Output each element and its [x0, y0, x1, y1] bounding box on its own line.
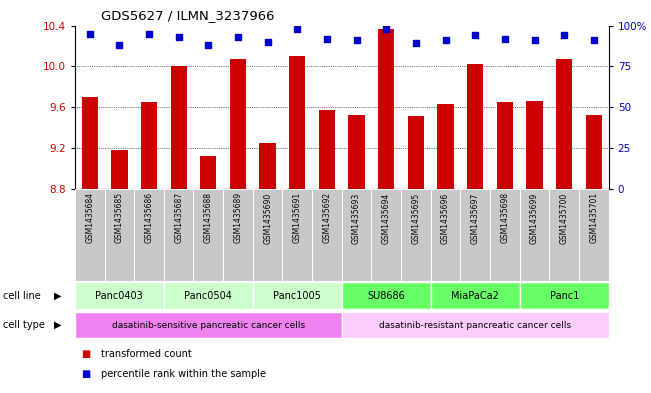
Bar [75, 189, 105, 281]
Text: GSM1435685: GSM1435685 [115, 192, 124, 243]
Text: GSM1435700: GSM1435700 [560, 192, 569, 244]
Bar [141, 102, 157, 189]
Bar [223, 189, 253, 281]
Bar [75, 283, 164, 309]
Point [114, 42, 124, 48]
Text: GSM1435689: GSM1435689 [234, 192, 242, 243]
Text: GSM1435688: GSM1435688 [204, 192, 213, 243]
Text: Panc1005: Panc1005 [273, 291, 321, 301]
Text: ■: ■ [81, 349, 90, 358]
Text: Panc0403: Panc0403 [96, 291, 143, 301]
Bar [171, 66, 187, 189]
Text: GSM1435692: GSM1435692 [322, 192, 331, 243]
Text: GSM1435691: GSM1435691 [293, 192, 302, 243]
Bar [342, 189, 372, 281]
Bar [134, 189, 164, 281]
Point [589, 37, 599, 43]
Text: GSM1435687: GSM1435687 [174, 192, 183, 243]
Bar [437, 104, 454, 189]
Bar [319, 110, 335, 189]
Text: Panc0504: Panc0504 [184, 291, 232, 301]
Point [292, 26, 303, 32]
Text: cell line: cell line [3, 291, 41, 301]
Bar [164, 283, 253, 309]
Bar [497, 102, 513, 189]
Bar [579, 189, 609, 281]
Point [85, 31, 95, 37]
Bar [342, 283, 431, 309]
Text: GSM1435693: GSM1435693 [352, 192, 361, 244]
Point [470, 32, 480, 39]
Text: GSM1435695: GSM1435695 [411, 192, 421, 244]
Bar [81, 97, 98, 189]
Point [440, 37, 450, 43]
Point [381, 26, 391, 32]
Bar [342, 312, 609, 338]
Point [203, 42, 214, 48]
Point [262, 39, 273, 45]
Bar [312, 189, 342, 281]
Point [352, 37, 362, 43]
Text: GSM1435701: GSM1435701 [589, 192, 598, 243]
Text: GDS5627 / ILMN_3237966: GDS5627 / ILMN_3237966 [101, 9, 275, 22]
Bar [586, 115, 602, 189]
Bar [408, 116, 424, 189]
Text: Panc1: Panc1 [549, 291, 579, 301]
Bar [519, 189, 549, 281]
Bar [200, 156, 217, 189]
Bar [253, 189, 283, 281]
Text: ▶: ▶ [54, 291, 62, 301]
Bar [289, 56, 305, 189]
Bar [105, 189, 134, 281]
Bar [378, 29, 395, 189]
Point [411, 40, 421, 47]
Bar [556, 59, 572, 189]
Text: GSM1435684: GSM1435684 [85, 192, 94, 243]
Bar [283, 189, 312, 281]
Point [529, 37, 540, 43]
Text: dasatinib-sensitive pancreatic cancer cells: dasatinib-sensitive pancreatic cancer ce… [112, 321, 305, 330]
Bar [253, 283, 342, 309]
Bar [372, 189, 401, 281]
Point [500, 35, 510, 42]
Text: GSM1435690: GSM1435690 [263, 192, 272, 244]
Point [233, 34, 243, 40]
Bar [467, 64, 484, 189]
Text: GSM1435697: GSM1435697 [471, 192, 480, 244]
Text: GSM1435699: GSM1435699 [530, 192, 539, 244]
Text: GSM1435686: GSM1435686 [145, 192, 154, 243]
Bar [460, 189, 490, 281]
Text: GSM1435696: GSM1435696 [441, 192, 450, 244]
Bar [111, 150, 128, 189]
Bar [75, 312, 342, 338]
Bar [401, 189, 431, 281]
Bar [260, 143, 276, 189]
Text: GSM1435694: GSM1435694 [381, 192, 391, 244]
Point [559, 32, 570, 39]
Point [322, 35, 332, 42]
Text: cell type: cell type [3, 320, 45, 330]
Bar [527, 101, 543, 189]
Text: GSM1435698: GSM1435698 [501, 192, 509, 243]
Text: ▶: ▶ [54, 320, 62, 330]
Point [173, 34, 184, 40]
Text: transformed count: transformed count [101, 349, 191, 358]
Bar [193, 189, 223, 281]
Bar [519, 283, 609, 309]
Text: MiaPaCa2: MiaPaCa2 [451, 291, 499, 301]
Bar [431, 283, 519, 309]
Text: percentile rank within the sample: percentile rank within the sample [101, 369, 266, 379]
Text: ■: ■ [81, 369, 90, 379]
Text: dasatinib-resistant pancreatic cancer cells: dasatinib-resistant pancreatic cancer ce… [379, 321, 572, 330]
Bar [549, 189, 579, 281]
Bar [230, 59, 246, 189]
Text: SU8686: SU8686 [367, 291, 405, 301]
Bar [431, 189, 460, 281]
Bar [164, 189, 193, 281]
Bar [490, 189, 519, 281]
Point [144, 31, 154, 37]
Bar [348, 115, 365, 189]
